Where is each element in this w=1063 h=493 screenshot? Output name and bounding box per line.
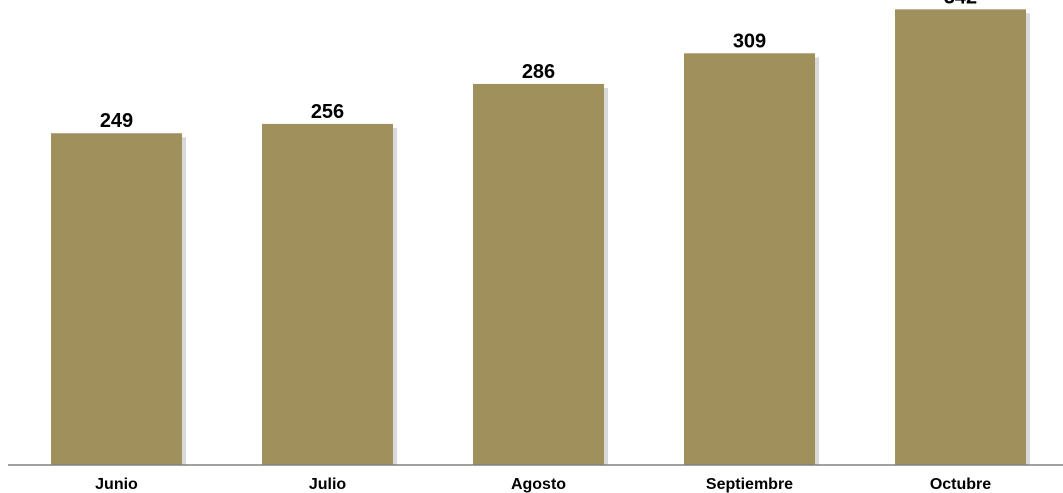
value-label-julio: 256	[311, 101, 344, 123]
value-label-junio: 249	[100, 110, 133, 132]
bars	[51, 9, 1026, 466]
value-label-agosto: 286	[522, 61, 555, 83]
value-labels: 249 256 286 309 342	[100, 0, 977, 132]
bar-octubre	[895, 9, 1026, 465]
bar-julio	[262, 123, 393, 466]
category-labels: Junio Julio Agosto Septiembre Octubre	[95, 476, 991, 493]
category-label-septiembre: Septiembre	[706, 476, 793, 493]
bar-septiembre	[684, 53, 815, 465]
value-label-octubre: 342	[944, 0, 977, 8]
value-label-septiembre: 309	[733, 30, 766, 52]
category-label-julio: Julio	[309, 476, 347, 493]
category-label-octubre: Octubre	[930, 476, 991, 493]
bar-junio	[51, 133, 182, 465]
category-label-agosto: Agosto	[511, 476, 566, 493]
category-label-junio: Junio	[95, 476, 138, 493]
bar-agosto	[473, 83, 604, 466]
